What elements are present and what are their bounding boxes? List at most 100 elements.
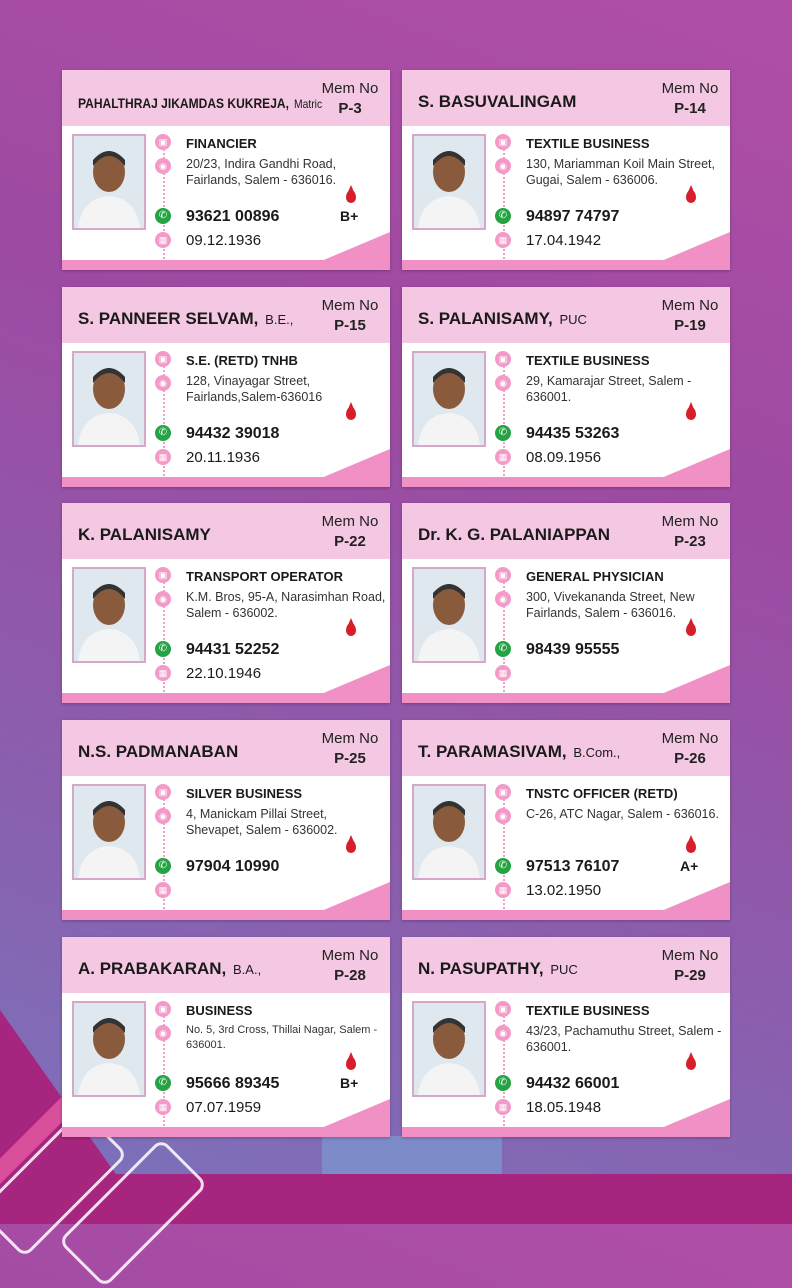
portrait-icon: [414, 786, 484, 878]
timeline-line: [503, 792, 505, 912]
location-pin-icon: ◉: [155, 1025, 171, 1041]
briefcase-icon: ▣: [155, 567, 171, 583]
address: C-26, ATC Nagar, Salem - 636016.: [526, 807, 719, 821]
mem-no: P-22: [334, 533, 366, 550]
mem-no-label: Mem No: [321, 80, 379, 97]
blood-group: B+: [340, 1075, 359, 1091]
occupation: TEXTILE BUSINESS: [526, 1003, 650, 1018]
location-pin-icon: ◉: [495, 591, 511, 607]
briefcase-icon: ▣: [495, 351, 511, 367]
timeline-line: [503, 1009, 505, 1129]
blood-drop-icon: [686, 185, 696, 203]
address: 4, Manickam Pillai Street, Shevapet, Sal…: [186, 807, 338, 837]
calendar-icon: ▦: [155, 1099, 171, 1115]
card-header: [62, 937, 390, 993]
blood-drop-icon: [686, 1052, 696, 1070]
mem-no-label: Mem No: [661, 513, 719, 530]
occupation: S.E. (RETD) TNHB: [186, 353, 298, 368]
briefcase-icon: ▣: [155, 134, 171, 150]
calendar-icon: ▦: [155, 665, 171, 681]
card-base-strip: [62, 910, 390, 920]
timeline-line: [503, 142, 505, 262]
card-header: [62, 70, 390, 126]
card-header: [402, 287, 730, 343]
member-card: T. PARAMASIVAM, B.Com., Mem No P-26 ▣ ◉ ✆ ▦ TNS…: [402, 720, 730, 920]
date-of-birth: 07.07.1959: [186, 1099, 262, 1116]
location-pin-icon: ◉: [495, 1025, 511, 1041]
whatsapp-icon: ✆: [495, 858, 511, 874]
mem-no-label: Mem No: [321, 297, 379, 314]
calendar-icon: ▦: [155, 232, 171, 248]
timeline-line: [163, 792, 165, 912]
card-header: [62, 503, 390, 559]
phone-number: 95666 89345: [186, 1075, 280, 1092]
mem-no-label: Mem No: [321, 513, 379, 530]
member-card: S. BASUVALINGAM Mem No P-14 ▣ ◉ ✆ ▦ TEXTILE BU…: [402, 70, 730, 270]
member-name: T. PARAMASIVAM, B.Com.,: [418, 742, 621, 761]
calendar-icon: ▦: [155, 449, 171, 465]
decor-box: [322, 1136, 502, 1174]
whatsapp-icon: ✆: [155, 208, 171, 224]
calendar-icon: ▦: [155, 882, 171, 898]
timeline-line: [503, 575, 505, 695]
date-of-birth: 18.05.1948: [526, 1099, 602, 1116]
mem-no: P-28: [334, 967, 366, 984]
mem-no-label: Mem No: [661, 947, 719, 964]
card-header: [62, 720, 390, 776]
address: 300, Vivekananda Street, New Fairlands, …: [526, 590, 695, 620]
portrait-icon: [414, 569, 484, 661]
mem-no-label: Mem No: [661, 730, 719, 747]
occupation: SILVER BUSINESS: [186, 786, 303, 801]
member-name: A. PRABAKARAN, B.A.,: [78, 959, 262, 978]
mem-no: P-15: [334, 317, 366, 334]
card-header: [402, 503, 730, 559]
address: 43/23, Pachamuthu Street, Salem - 636001…: [526, 1024, 722, 1054]
member-photo: [412, 1001, 486, 1097]
card-base-strip: [62, 1127, 390, 1137]
member-name: S. PANNEER SELVAM, B.E.,: [78, 309, 294, 328]
portrait-icon: [74, 786, 144, 878]
member-name: Dr. K. G. PALANIAPPAN: [418, 525, 611, 544]
member-photo: [412, 351, 486, 447]
card-base-strip: [402, 693, 730, 703]
mem-no: P-25: [334, 750, 366, 767]
mem-no: P-3: [338, 100, 362, 117]
portrait-icon: [74, 569, 144, 661]
blood-group: B+: [340, 208, 359, 224]
occupation: TEXTILE BUSINESS: [526, 136, 650, 151]
whatsapp-icon: ✆: [495, 1075, 511, 1091]
card-header: [402, 720, 730, 776]
date-of-birth: 17.04.1942: [526, 232, 602, 249]
date-of-birth: 08.09.1956: [526, 449, 602, 466]
phone-number: 94432 39018: [186, 425, 280, 442]
briefcase-icon: ▣: [155, 784, 171, 800]
member-card: S. PANNEER SELVAM, B.E., Mem No P-15 ▣ ◉ ✆ ▦ S.…: [62, 287, 390, 487]
member-photo: [72, 567, 146, 663]
member-card: N. PASUPATHY, PUC Mem No P-29 ▣ ◉ ✆ ▦ TEXTILE B…: [402, 937, 730, 1137]
portrait-icon: [74, 136, 144, 228]
member-photo: [72, 784, 146, 880]
card-base-strip: [62, 477, 390, 487]
phone-number: 97904 10990: [186, 858, 280, 875]
member-name: K. PALANISAMY: [78, 525, 211, 544]
occupation: BUSINESS: [186, 1003, 253, 1018]
location-pin-icon: ◉: [495, 158, 511, 174]
card-header: [402, 937, 730, 993]
card-header: [62, 287, 390, 343]
mem-no-label: Mem No: [321, 730, 379, 747]
portrait-icon: [74, 1003, 144, 1095]
mem-no: P-26: [674, 750, 706, 767]
card-base-strip: [402, 910, 730, 920]
occupation: TNSTC OFFICER (RETD): [526, 786, 678, 801]
calendar-icon: ▦: [495, 882, 511, 898]
location-pin-icon: ◉: [155, 158, 171, 174]
occupation: GENERAL PHYSICIAN: [526, 569, 664, 584]
briefcase-icon: ▣: [155, 1001, 171, 1017]
location-pin-icon: ◉: [495, 808, 511, 824]
timeline-line: [503, 359, 505, 479]
occupation: FINANCIER: [186, 136, 257, 151]
portrait-icon: [414, 1003, 484, 1095]
timeline-line: [163, 359, 165, 479]
member-card: PAHALTHRAJ JIKAMDAS KUKREJA, Matric Mem N…: [62, 70, 390, 270]
date-of-birth: 13.02.1950: [526, 882, 602, 899]
